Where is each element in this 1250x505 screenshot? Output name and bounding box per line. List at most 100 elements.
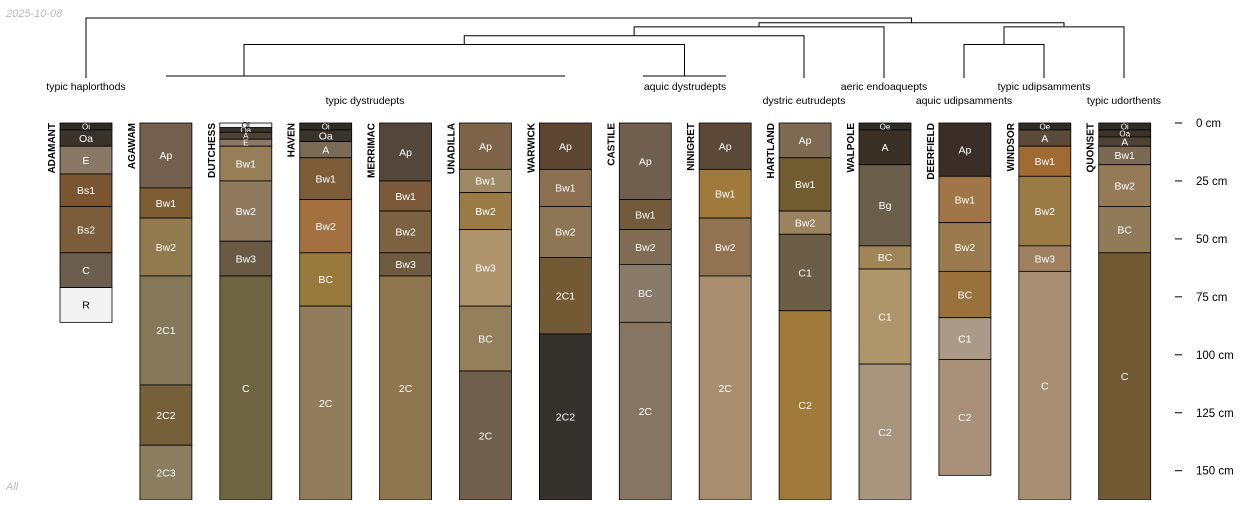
horizon-label: BC [638, 288, 653, 300]
horizon-bw1: Bw1 [379, 180, 433, 212]
profile-adamant: Oi Oa E Bs1 Bs2 C R ADAMANT [47, 122, 113, 323]
dendrogram-node-n-udipsamments [963, 44, 1045, 78]
horizon-label: A [1121, 136, 1128, 148]
horizon-ap: Ap [539, 122, 592, 170]
horizon-bw3: Bw3 [459, 229, 512, 307]
horizon-label: Oi [322, 122, 330, 131]
horizon-label: Oi [1121, 122, 1129, 131]
profile-name-label: HAVEN [287, 123, 298, 157]
profile-windsor: Oe A Bw1 Bw2 Bw3 C WINDSOR [1006, 122, 1072, 501]
taxon-label: aeric endoaquepts [841, 81, 927, 93]
horizon-bc: BC [858, 245, 912, 270]
profile-castile: Ap Bw1 Bw2 BC 2C CASTILE [606, 122, 672, 501]
horizon-label: Bw1 [395, 191, 416, 203]
horizon-c: C [219, 275, 273, 501]
horizon-label: Bw1 [1035, 156, 1056, 168]
horizon-rect [539, 257, 592, 335]
horizon-rect [539, 122, 592, 170]
depth-tick-label: 100 cm [1196, 350, 1234, 362]
profile-name-label: HARTLAND [766, 123, 777, 179]
profile-name-label: CASTILE [606, 123, 617, 166]
profile-walpole: Oe A Bg BC C1 C2 WALPOLE [846, 122, 912, 501]
horizon-label: Bw1 [795, 179, 816, 191]
horizon-bw2: Bw2 [139, 217, 193, 277]
profile-name-label: NINIGRET [686, 123, 697, 171]
horizon-rect [59, 287, 113, 323]
horizon-rect [539, 206, 592, 258]
depth-tick: 75 cm [1175, 292, 1227, 304]
dendrogram-branch [463, 35, 805, 78]
horizon-label: Oa [240, 126, 251, 135]
horizon-ap: Ap [618, 122, 672, 200]
profile-merrimac: Ap Bw1 Bw2 Bw3 2C MERRIMAC [367, 122, 433, 501]
horizon-2c2: 2C2 [539, 333, 592, 501]
horizon-label: Bw1 [475, 176, 496, 188]
profile-unadilla: Ap Bw1 Bw2 Bw3 BC 2C UNADILLA [447, 122, 512, 501]
horizon-label: C1 [798, 267, 812, 279]
horizon-rect [459, 192, 512, 231]
horizon-label: A [243, 132, 249, 141]
horizon-label: C [1041, 380, 1049, 392]
depth-tick-label: 75 cm [1196, 292, 1227, 304]
horizon-label: Bw2 [315, 221, 336, 233]
dendrogram-branch [1003, 26, 1125, 78]
horizon-label: Oa [79, 133, 93, 145]
horizon-label: Bw1 [315, 173, 336, 185]
taxon-aquic-dystrudepts: aquic dystrudepts [643, 75, 726, 93]
horizon-label: Bw2 [955, 242, 976, 254]
dendrogram-branch [758, 22, 1065, 27]
horizon-ap: Ap [698, 122, 752, 170]
horizon-label: C2 [878, 427, 892, 439]
dendrogram-node-n-aquepts [633, 26, 885, 78]
horizon-label: Bs2 [77, 224, 95, 236]
horizon-bw2: Bw2 [938, 222, 992, 272]
horizon-label: Ap [399, 147, 412, 159]
horizon-bw3: Bw3 [1018, 245, 1072, 272]
taxon-label: typic dystrudepts [326, 95, 405, 107]
horizon-rect [778, 233, 832, 312]
horizon-bw1: Bw1 [698, 168, 752, 219]
dendrogram-node-n-eutrudepts [463, 35, 805, 78]
horizon-bw1: Bw1 [299, 157, 353, 200]
horizon-label: Bw2 [395, 227, 416, 239]
horizon-bw3: Bw3 [219, 240, 273, 277]
horizon-label: Bw1 [1114, 150, 1135, 162]
depth-tick-label: 150 cm [1196, 466, 1234, 478]
horizon-ap: Ap [778, 122, 832, 159]
horizon-label: C [82, 265, 90, 277]
taxon-label: dystric eutrudepts [763, 95, 846, 107]
horizon-bw1: Bw1 [1018, 145, 1072, 177]
depth-tick-label: 125 cm [1196, 408, 1234, 420]
horizon-bw3: Bw3 [379, 252, 433, 277]
horizon-rect [459, 229, 512, 307]
depth-tick: 25 cm [1175, 176, 1227, 188]
profile-name-label: QUONSET [1086, 123, 1097, 172]
horizon-rect [139, 384, 193, 446]
horizon-rect [938, 122, 992, 177]
horizon-2c2: 2C2 [139, 384, 193, 446]
horizon-rect [938, 317, 992, 360]
profile-name-label: DUTCHESS [207, 123, 218, 178]
horizon-rect [379, 275, 433, 501]
horizon-rect [1018, 145, 1072, 177]
horizon-oa: Oa [299, 129, 353, 143]
profile-name-label: ADAMANT [47, 123, 58, 174]
depth-tick: 50 cm [1175, 234, 1227, 246]
dendrogram-node-n-entisols [1003, 26, 1125, 78]
horizon-label: Bw2 [635, 242, 656, 254]
horizon-label: 2C [479, 430, 493, 442]
horizon-2c: 2C [379, 275, 433, 501]
horizon-bc: BC [459, 305, 512, 372]
horizon-label: Bw3 [395, 259, 416, 271]
horizon-a: A [299, 141, 353, 159]
horizon-bw1: Bw1 [1098, 145, 1152, 166]
horizon-label: Oa [319, 131, 333, 143]
horizon-rect [618, 263, 672, 323]
horizon-bg: Bg [858, 164, 912, 247]
dendrogram-branch [243, 44, 685, 76]
horizon-label: Ap [958, 144, 971, 156]
horizon-label: 2C2 [556, 412, 575, 424]
